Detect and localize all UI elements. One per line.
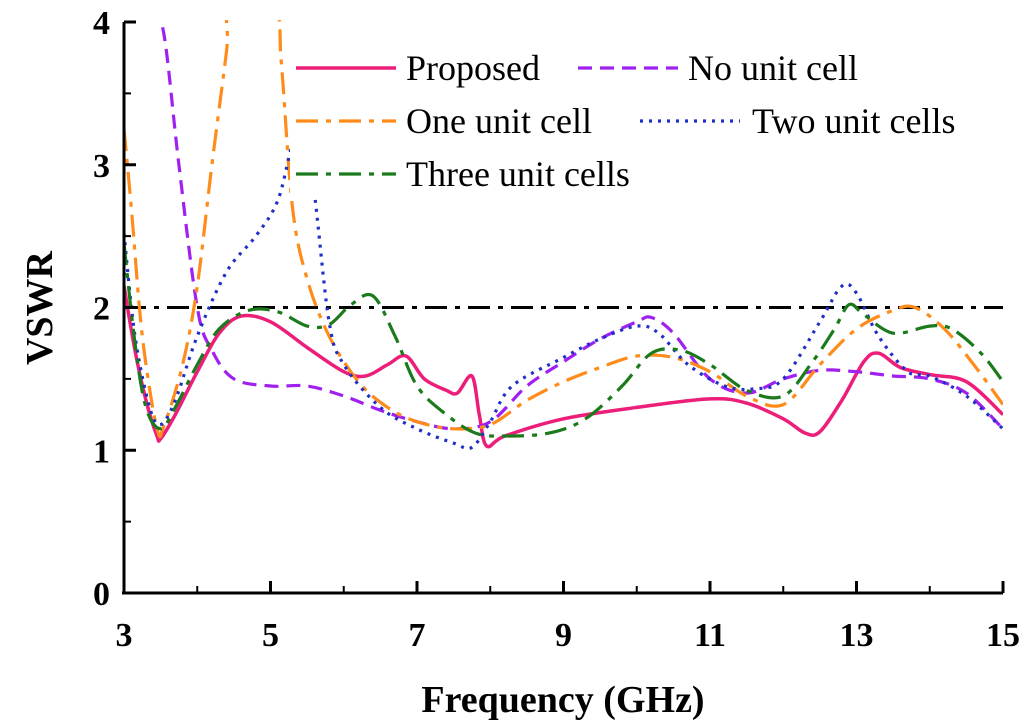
legend-label-one-unit-cell: One unit cell (406, 101, 592, 141)
legend-label-three-unit-cells: Three unit cells (406, 154, 630, 194)
x-axis-title: Frequency (GHz) (421, 679, 704, 721)
y-tick-label: 4 (93, 5, 110, 42)
legend-label-no-unit-cell: No unit cell (688, 48, 858, 88)
ticks-layer: 3 5 7 9 11 13 15 0 1 2 3 4 (93, 5, 1020, 654)
x-tick-label: 9 (555, 617, 572, 654)
y-tick-label: 3 (93, 148, 110, 185)
x-tick-label: 13 (840, 617, 874, 654)
series-two-unit-cells (124, 118, 1003, 451)
legend: Proposed No unit cell One unit cell Two uni… (290, 36, 1010, 194)
legend-label-two-unit-cells: Two unit cells (752, 101, 955, 141)
y-tick-label: 0 (93, 576, 110, 613)
x-tick-label: 3 (116, 617, 133, 654)
x-tick-label: 15 (986, 617, 1020, 654)
x-tick-label: 5 (262, 617, 279, 654)
y-tick-label: 2 (93, 291, 110, 328)
y-axis-title: VSWR (19, 250, 61, 365)
series-layer (124, 20, 1003, 451)
series-one-unit-cell (124, 20, 1003, 439)
series-proposed (124, 285, 1003, 449)
legend-label-proposed: Proposed (406, 48, 540, 88)
legend-background (290, 36, 1010, 194)
series-three-unit-cells (124, 243, 1003, 438)
x-tick-label: 7 (409, 617, 426, 654)
series-no-unit-cell (158, 20, 1003, 431)
x-tick-label: 11 (694, 617, 726, 654)
y-tick-label: 1 (93, 433, 110, 470)
